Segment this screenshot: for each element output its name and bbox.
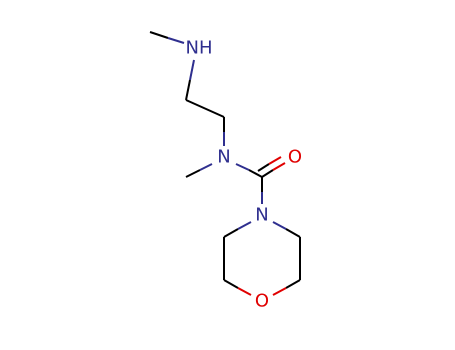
atom-label: O	[288, 147, 302, 168]
bonds	[149, 31, 301, 296]
atom-label: NH	[186, 38, 213, 59]
atom-label: N	[255, 205, 268, 226]
atom-label: O	[255, 291, 269, 312]
atom-label: N	[217, 147, 230, 168]
